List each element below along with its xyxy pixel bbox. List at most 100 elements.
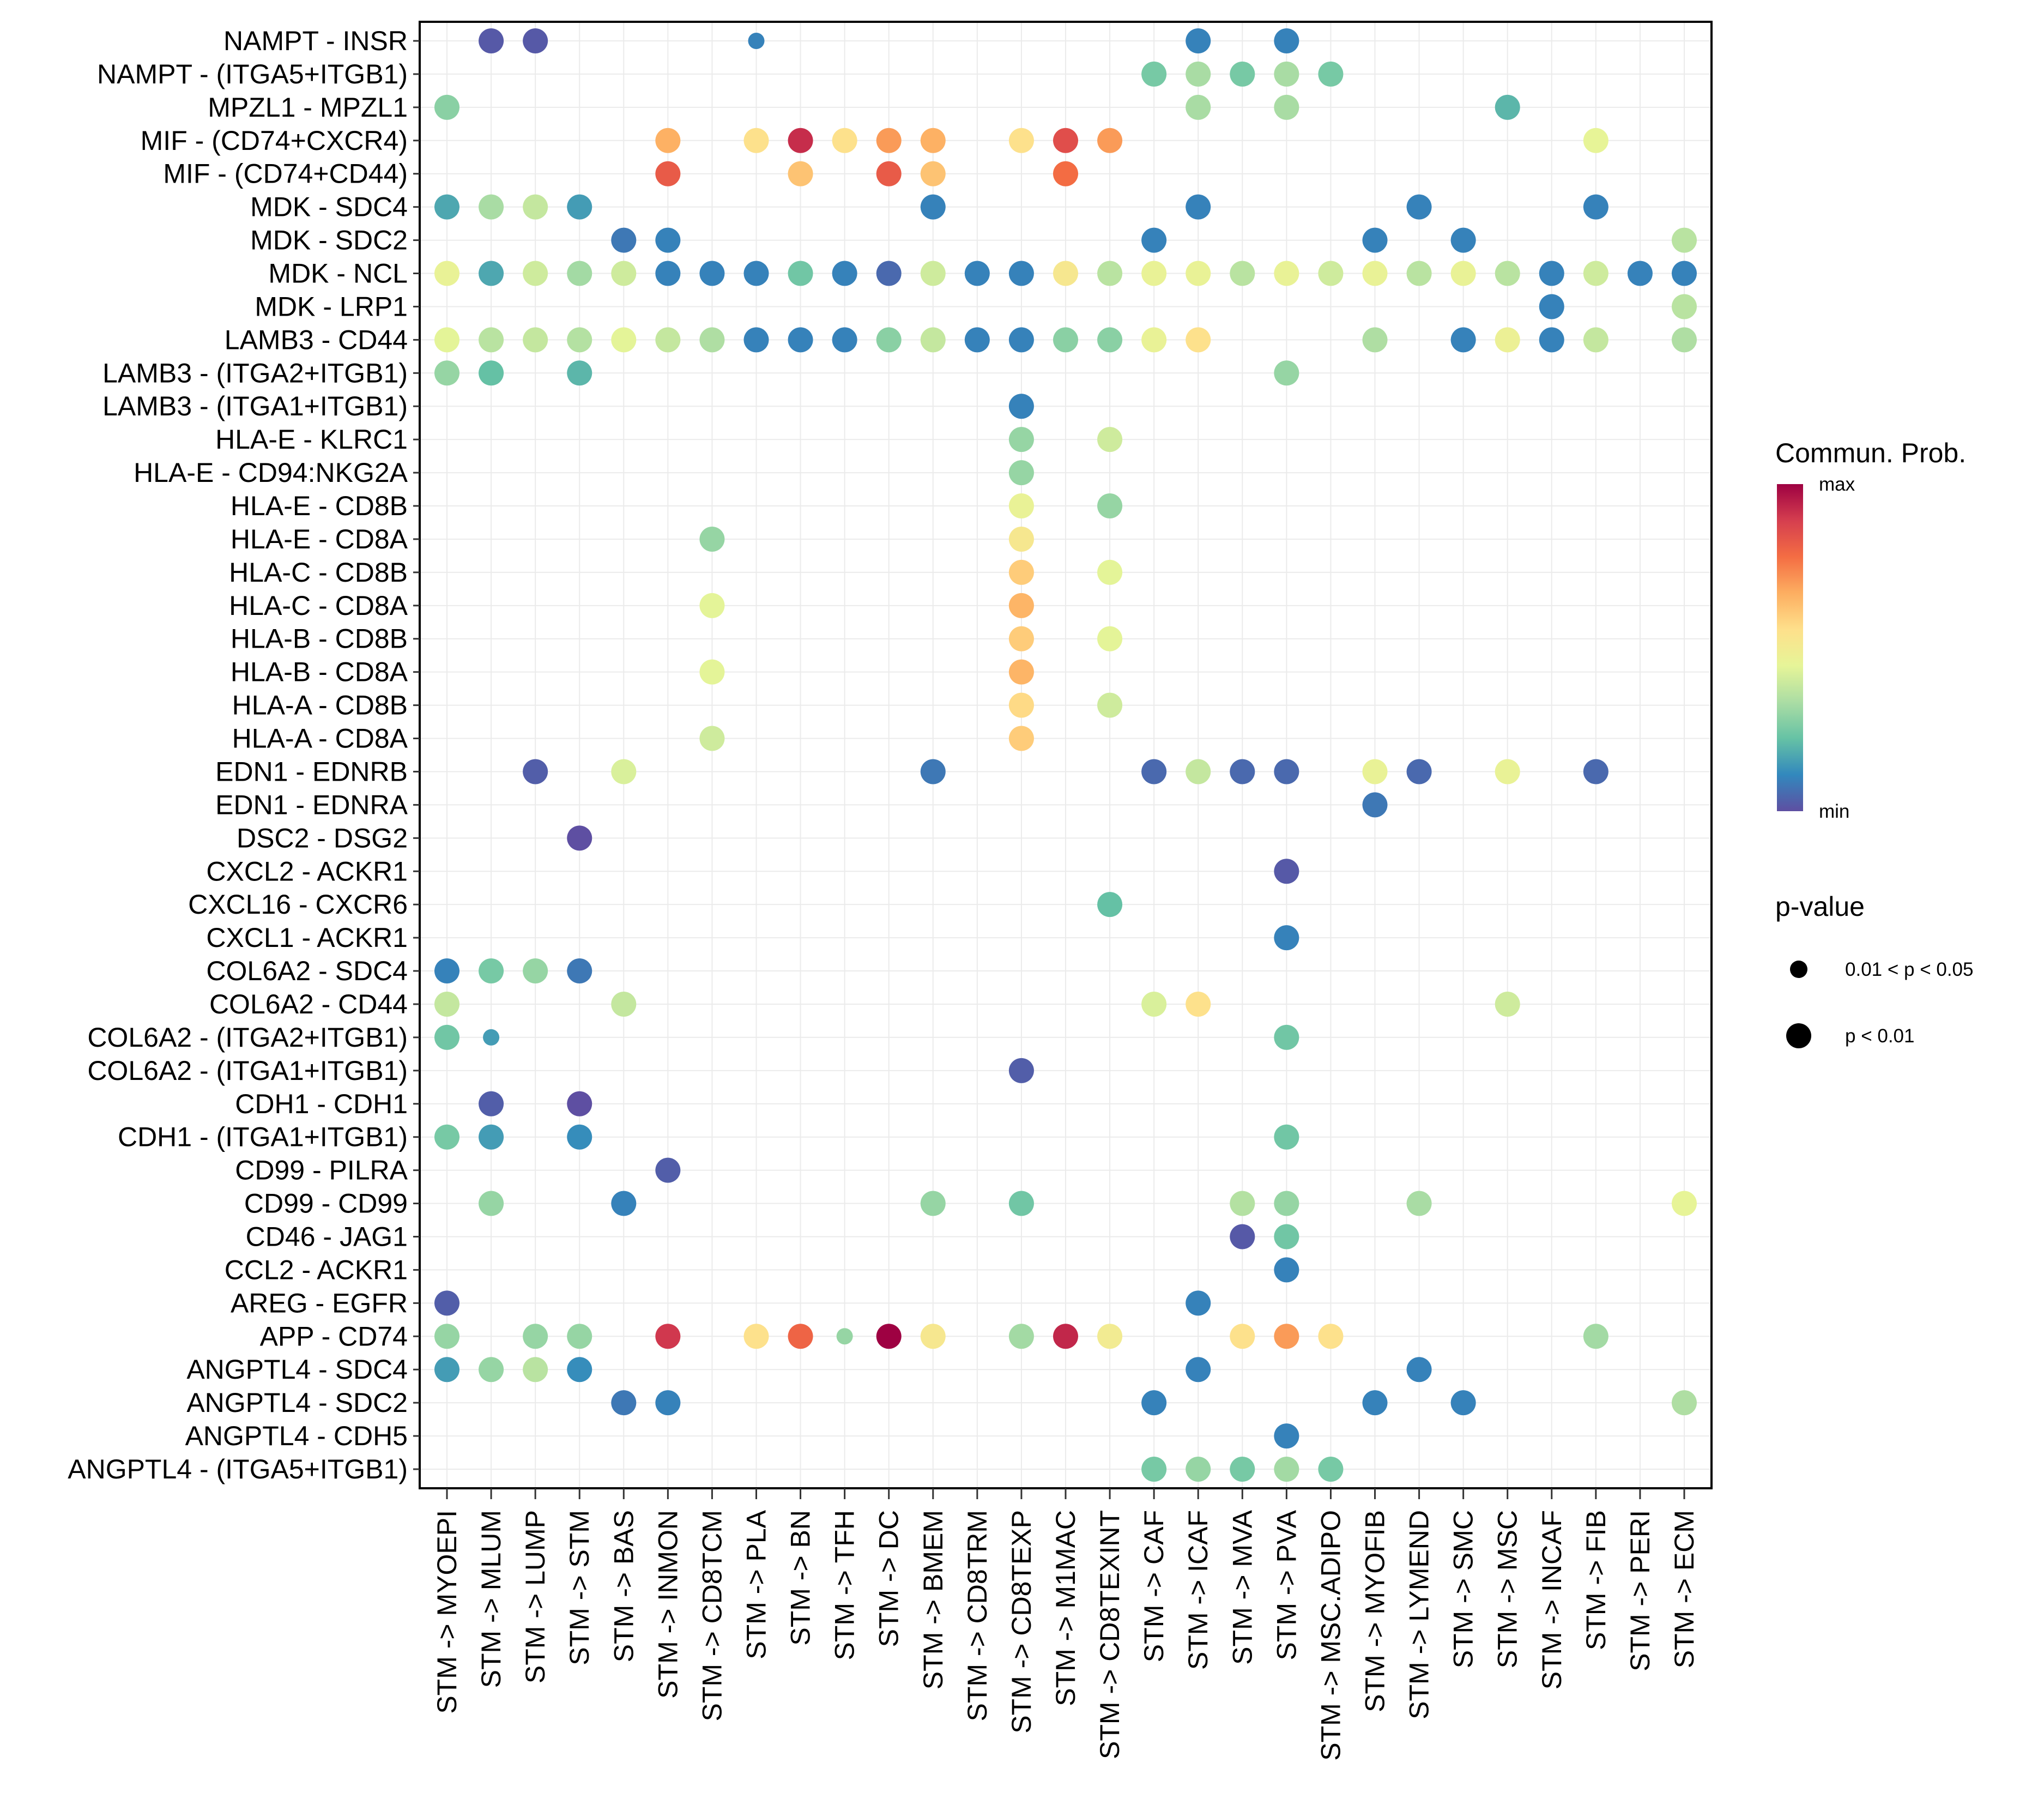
dot (1141, 1390, 1167, 1416)
dot (1362, 227, 1388, 253)
x-tick-label: STM -> CAF (1139, 1510, 1169, 1662)
dot (1362, 1390, 1388, 1416)
dot (699, 659, 725, 685)
y-tick-label: LAMB3 - CD44 (225, 324, 408, 355)
dot (1274, 1324, 1299, 1349)
dot (1230, 1191, 1255, 1216)
dot (1230, 759, 1255, 784)
dot (699, 526, 725, 552)
y-tick-label: HLA-B - CD8B (231, 624, 408, 654)
dot (1274, 61, 1299, 87)
dot (655, 227, 681, 253)
dot (567, 958, 592, 984)
dot (964, 261, 990, 286)
dot (699, 726, 725, 751)
dot (1008, 559, 1034, 585)
x-tick-label: STM -> TFH (830, 1510, 860, 1660)
dot (1450, 327, 1476, 353)
dot (1008, 460, 1034, 486)
dot (655, 1157, 681, 1183)
y-tick-label: MDK - LRP1 (255, 291, 408, 322)
size-legend-title: p-value (1775, 891, 1865, 922)
y-tick-label: MIF - (CD74+CD44) (163, 159, 408, 189)
dot (483, 1029, 500, 1046)
y-tick-label: HLA-E - CD8B (231, 491, 408, 521)
dot (832, 128, 857, 153)
y-tick-label: EDN1 - EDNRA (215, 789, 408, 820)
x-tick-label: STM -> LUMP (520, 1510, 551, 1683)
y-tick-label: MDK - NCL (268, 258, 408, 289)
dot (434, 1324, 459, 1349)
dot (1274, 1423, 1299, 1449)
dot (788, 128, 813, 153)
dot (479, 1357, 504, 1383)
dot (655, 327, 681, 353)
dot (1450, 227, 1476, 253)
dot (479, 194, 504, 220)
x-tick-label: STM -> LYMEND (1404, 1510, 1435, 1719)
dot (523, 327, 548, 353)
dot (876, 261, 902, 286)
dot (1450, 261, 1476, 286)
dot (1008, 726, 1034, 751)
dot (788, 327, 813, 353)
size-legend-small-label: 0.01 < p < 0.05 (1845, 959, 1973, 980)
y-tick-label: HLA-E - CD94:NKG2A (134, 457, 408, 488)
dot (1583, 759, 1608, 784)
dot (1186, 261, 1211, 286)
dot (1583, 128, 1608, 153)
dot (788, 1324, 813, 1349)
x-tick-label: STM -> ICAF (1183, 1510, 1213, 1670)
dot (1362, 261, 1388, 286)
dot (567, 360, 592, 386)
dot (523, 759, 548, 784)
x-axis: STM -> MYOEPI STM -> MLUM STM -> LUMP STM -… (432, 1488, 1700, 1761)
dot (1539, 294, 1564, 319)
dot (434, 1290, 459, 1316)
y-tick-label: CCL2 - ACKR1 (225, 1254, 408, 1285)
dot (567, 825, 592, 851)
dot (434, 360, 459, 386)
x-tick-label: STM -> CD8TEXINT (1094, 1510, 1125, 1759)
x-tick-label: STM -> CD8TCM (697, 1510, 727, 1722)
dot (611, 759, 637, 784)
dot (479, 261, 504, 286)
dot (1583, 261, 1608, 286)
dot (1230, 61, 1255, 87)
y-tick-label: AREG - EGFR (231, 1288, 408, 1318)
dot (1141, 327, 1167, 353)
x-tick-label: STM -> MSC (1492, 1510, 1523, 1668)
y-tick-label: MDK - SDC2 (250, 225, 408, 256)
dot (876, 161, 902, 186)
dot (1008, 526, 1034, 552)
color-legend-min-label: min (1819, 801, 1849, 822)
dot (1274, 1457, 1299, 1482)
dot (1097, 892, 1123, 917)
dot (1008, 327, 1034, 353)
dot (611, 261, 637, 286)
dot (1008, 1191, 1034, 1216)
dot (434, 958, 459, 984)
dot (1186, 1290, 1211, 1316)
dot (1186, 991, 1211, 1017)
dot (1274, 28, 1299, 53)
dot (743, 1324, 769, 1349)
dot (1008, 659, 1034, 685)
dot (434, 1124, 459, 1150)
dot (836, 1328, 853, 1345)
y-tick-label: ANGPTL4 - CDH5 (185, 1421, 408, 1451)
dot (1274, 360, 1299, 386)
dot (1141, 759, 1167, 784)
y-tick-label: MDK - SDC4 (250, 192, 408, 222)
dot (523, 958, 548, 984)
x-tick-label: STM -> CD8TRM (962, 1510, 993, 1722)
dot (1495, 991, 1520, 1017)
dot (1672, 1390, 1697, 1416)
dot (1230, 1457, 1255, 1482)
color-legend-title: Commun. Prob. (1775, 438, 1966, 468)
x-tick-label: STM -> M1MAC (1050, 1510, 1081, 1706)
dot (1008, 493, 1034, 519)
dot (788, 261, 813, 286)
y-tick-label: CXCL2 - ACKR1 (206, 856, 408, 886)
